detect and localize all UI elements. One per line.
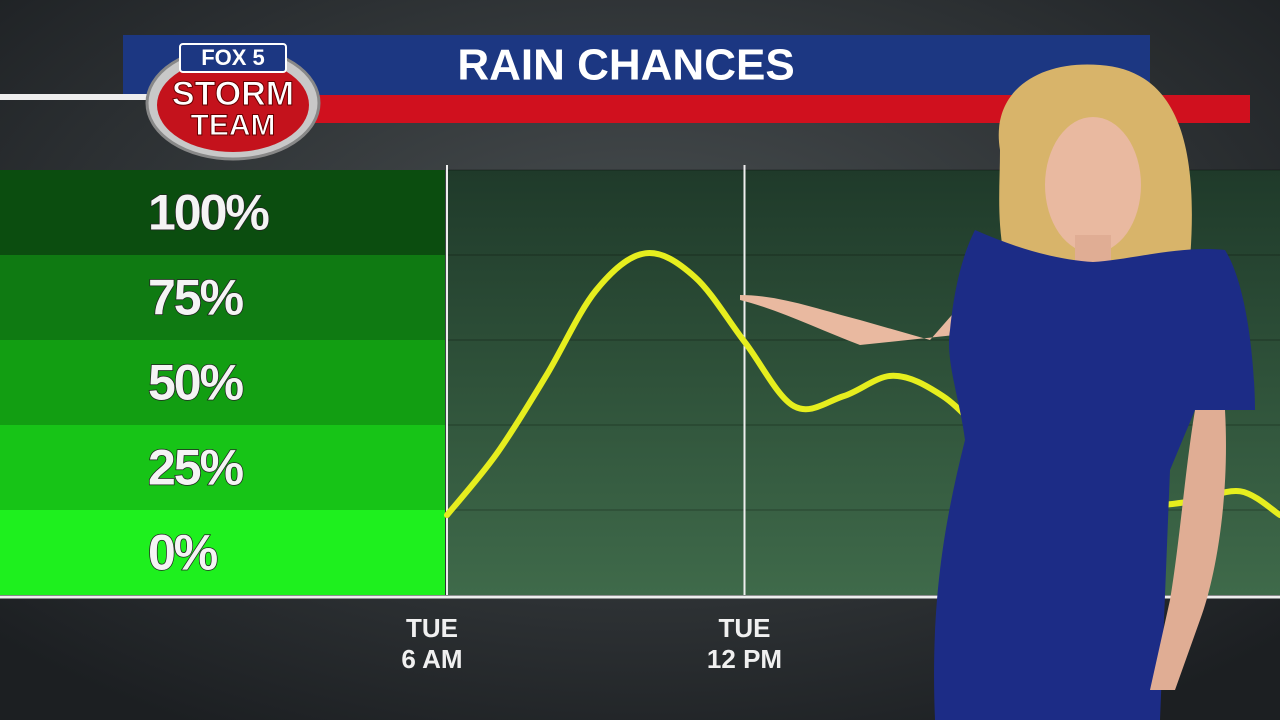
arm xyxy=(740,295,965,345)
y-band xyxy=(0,425,445,510)
face xyxy=(1045,117,1141,253)
y-tick-label: 50% xyxy=(148,355,244,411)
y-band xyxy=(0,340,445,425)
logo: FOX 5 STORM TEAM xyxy=(145,43,321,161)
x-tick-label: TUE 6 AM xyxy=(401,613,462,674)
y-tick-label: 100% xyxy=(148,185,269,241)
chart-title: RAIN CHANCES xyxy=(457,41,794,90)
y-band xyxy=(0,510,445,595)
dress xyxy=(934,230,1255,720)
y-tick-label: 75% xyxy=(148,270,244,326)
neck xyxy=(1075,235,1111,265)
y-tick-label: 0% xyxy=(148,525,218,581)
y-band xyxy=(0,255,445,340)
logo-badge xyxy=(179,43,287,73)
lower-arm xyxy=(1150,410,1226,690)
logo-middle: STORM xyxy=(172,75,294,113)
logo-bottom: TEAM xyxy=(191,109,276,142)
y-tick-label: 25% xyxy=(148,440,244,496)
presenter xyxy=(740,64,1255,720)
white-rule xyxy=(0,94,160,100)
x-tick-label: TUE 12 PM xyxy=(707,613,782,674)
logo-top: FOX 5 xyxy=(201,45,265,70)
y-band xyxy=(0,170,445,255)
logo-disc xyxy=(157,58,309,152)
